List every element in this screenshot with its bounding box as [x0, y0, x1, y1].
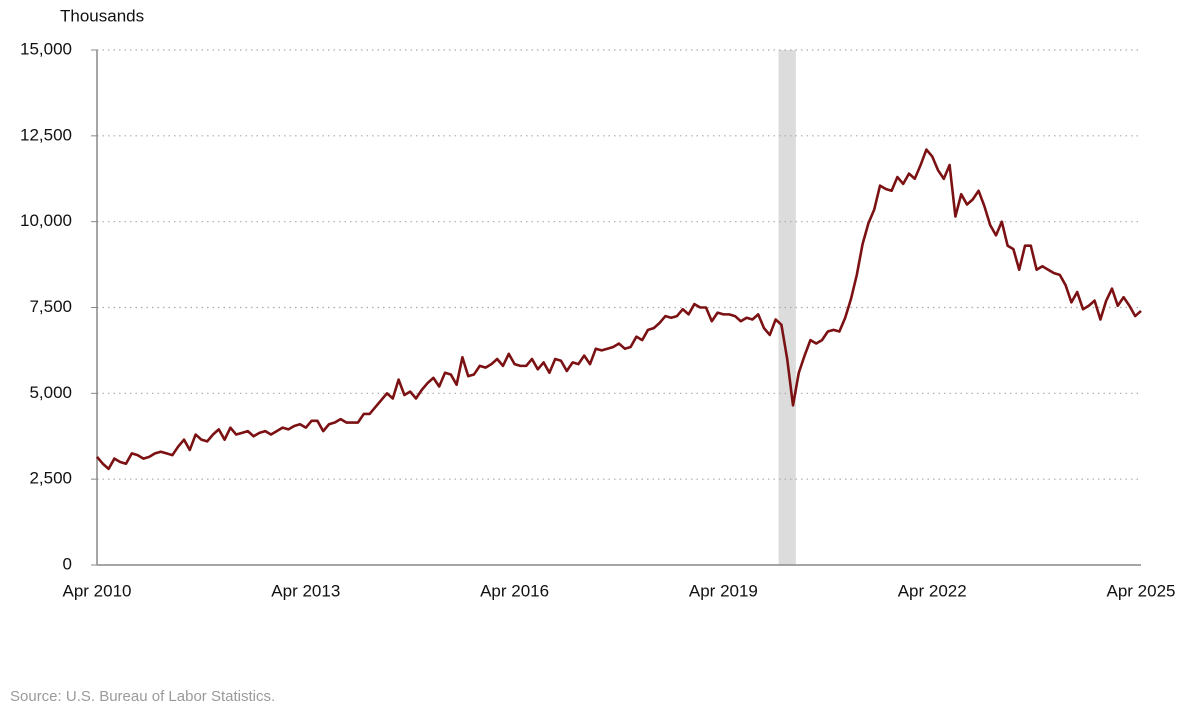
data-line: [96, 148, 1142, 471]
y-tick-label: 7,500: [29, 297, 72, 316]
x-tick-label: Apr 2013: [271, 581, 340, 600]
y-tick-label: 12,500: [20, 125, 72, 144]
x-tick-label: Apr 2025: [1107, 581, 1176, 600]
x-tick-label: Apr 2022: [898, 581, 967, 600]
x-tick-label: Apr 2019: [689, 581, 758, 600]
source-note: Source: U.S. Bureau of Labor Statistics.: [10, 688, 275, 705]
y-tick-label: 10,000: [20, 211, 72, 230]
y-tick-label: 2,500: [29, 469, 72, 488]
y-axis-label: Thousands: [60, 6, 144, 25]
recession-shading: [778, 50, 796, 565]
x-tick-label: Apr 2010: [63, 581, 132, 600]
y-tick-label: 5,000: [29, 383, 72, 402]
y-tick-label: 0: [63, 554, 72, 573]
y-tick-label: 15,000: [20, 39, 72, 58]
x-tick-label: Apr 2016: [480, 581, 549, 600]
